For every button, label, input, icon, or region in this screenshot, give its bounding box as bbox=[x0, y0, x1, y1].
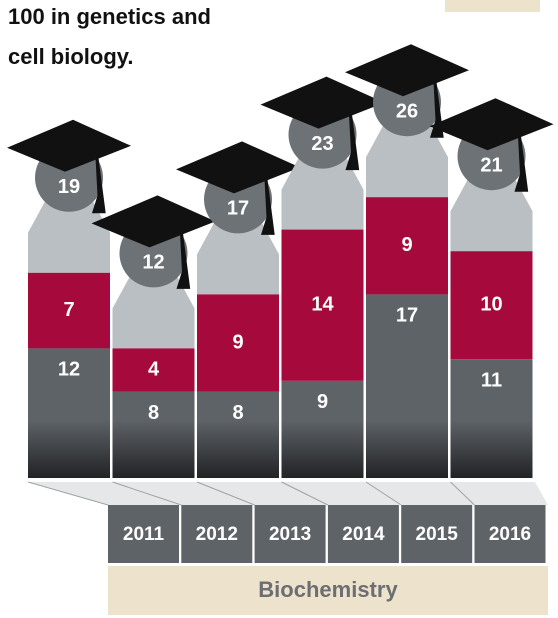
title-line: cell biology. bbox=[8, 44, 134, 69]
x-tick-label: 2011 bbox=[123, 524, 165, 545]
value-label: 12 bbox=[58, 359, 80, 381]
x-tick-label: 2012 bbox=[196, 524, 238, 545]
base-shade bbox=[282, 420, 364, 478]
value-label: 9 bbox=[317, 391, 328, 413]
x-tick-label: 2015 bbox=[416, 524, 459, 545]
value-label: 14 bbox=[311, 293, 334, 315]
footer-label: Biochemistry bbox=[258, 577, 398, 602]
base-shade bbox=[113, 420, 195, 478]
mortarboard bbox=[176, 141, 300, 193]
x-tick-label: 2013 bbox=[269, 524, 311, 545]
total-label: 17 bbox=[227, 198, 249, 220]
base-shade bbox=[451, 420, 533, 478]
top-box bbox=[445, 0, 540, 12]
mortarboard bbox=[7, 120, 131, 172]
base-shade bbox=[28, 420, 110, 478]
total-label: 23 bbox=[311, 133, 333, 155]
mortarboard bbox=[345, 44, 469, 96]
value-label: 9 bbox=[401, 234, 412, 256]
value-label: 17 bbox=[396, 305, 418, 327]
base-shade bbox=[197, 420, 279, 478]
total-label: 19 bbox=[58, 176, 80, 198]
x-tick-label: 2016 bbox=[489, 524, 531, 545]
chart: 100 in genetics and cell biology. Bioche… bbox=[0, 0, 558, 618]
value-label: 11 bbox=[481, 369, 502, 391]
value-label: 8 bbox=[232, 402, 243, 424]
mortarboard bbox=[92, 195, 216, 247]
value-label: 9 bbox=[232, 331, 243, 353]
total-label: 12 bbox=[142, 252, 164, 274]
total-label: 21 bbox=[480, 154, 502, 176]
total-label: 26 bbox=[396, 100, 418, 122]
title-line: 100 in genetics and bbox=[8, 4, 211, 29]
base-shade bbox=[366, 420, 448, 478]
mortarboard bbox=[430, 98, 554, 150]
x-tick-label: 2014 bbox=[342, 524, 385, 545]
value-label: 7 bbox=[63, 299, 74, 321]
value-label: 4 bbox=[148, 358, 160, 380]
value-label: 8 bbox=[148, 402, 159, 424]
value-label: 10 bbox=[480, 293, 502, 315]
mortarboard bbox=[261, 77, 385, 129]
